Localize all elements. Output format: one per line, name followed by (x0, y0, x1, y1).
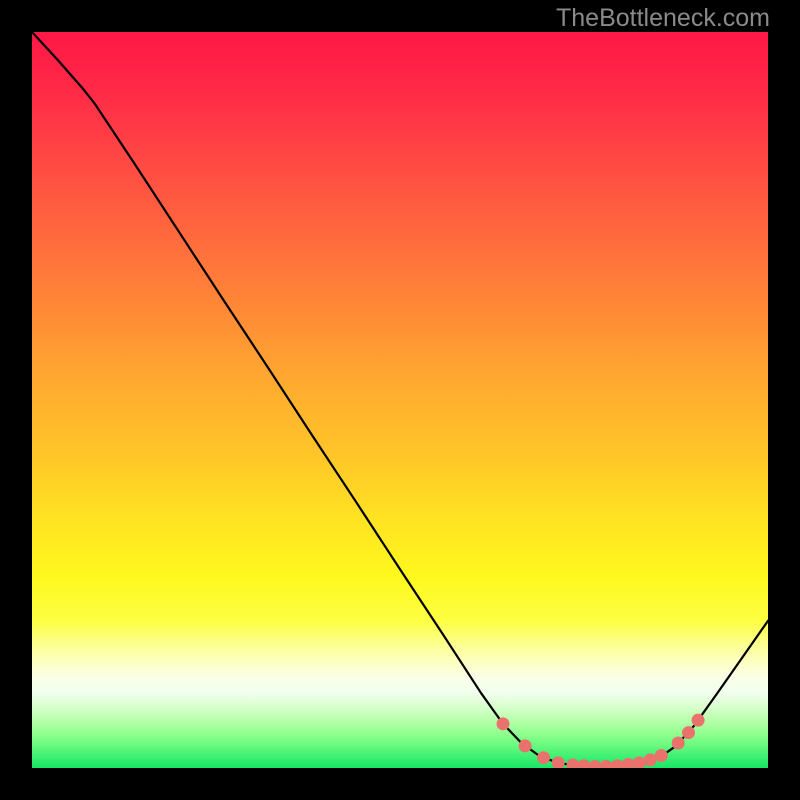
marker-dot (672, 736, 685, 749)
marker-dot (655, 749, 668, 762)
marker-dot (692, 714, 705, 727)
gradient-background (32, 32, 768, 768)
watermark-text: TheBottleneck.com (556, 4, 770, 33)
marker-dot (537, 751, 550, 764)
plot-area (32, 32, 768, 768)
marker-dot (682, 726, 695, 739)
chart-canvas: TheBottleneck.com (0, 0, 800, 800)
marker-dot (497, 717, 510, 730)
marker-dot (519, 739, 532, 752)
